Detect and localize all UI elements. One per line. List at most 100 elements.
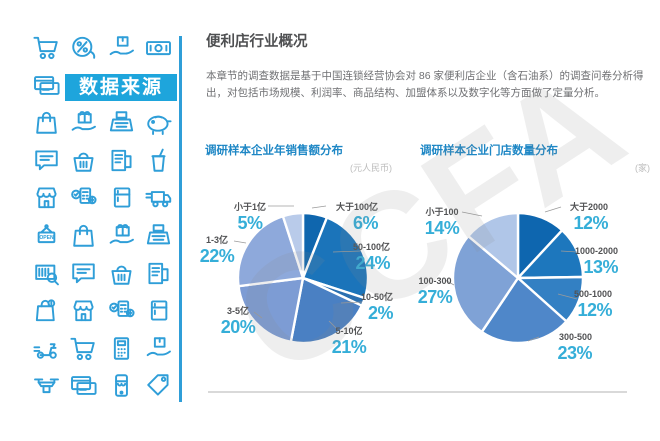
- leader-line: [544, 206, 562, 213]
- speech-bubble-icon: [69, 259, 98, 288]
- leader-line: [560, 250, 578, 253]
- slice-label: 1-3亿 22%: [198, 235, 236, 266]
- slice-percent: 12%: [573, 213, 608, 233]
- pos-terminal-icon: [107, 296, 136, 325]
- slice-percent: 14%: [424, 218, 460, 238]
- leader-line: [527, 336, 540, 342]
- cart-icon: [32, 33, 61, 62]
- pie-slice: [237, 276, 305, 344]
- chart2-unit: (家): [635, 163, 650, 173]
- chart2-header: 调研样本企业门店数量分布 (家): [420, 142, 650, 176]
- cash-register-icon: [144, 221, 173, 250]
- calculator-icon: [107, 334, 136, 363]
- footer-divider: [208, 391, 627, 393]
- open-sign-icon: OPEN: [32, 221, 61, 250]
- slice-name: 50-100亿: [352, 242, 390, 252]
- barcode-search-icon: [32, 259, 61, 288]
- slice-percent: 12%: [577, 300, 612, 320]
- pie-slice: [289, 276, 364, 345]
- icon-sidebar: OPEN: [30, 33, 180, 413]
- slice-name: 大于100亿: [335, 202, 378, 212]
- slice-name: 3-5亿: [226, 306, 249, 316]
- basket-icon: [69, 146, 98, 175]
- shopping-bag-icon: [69, 221, 98, 250]
- fridge-icon: [107, 183, 136, 212]
- fridge-icon: [144, 296, 173, 325]
- slice-percent: 23%: [557, 343, 592, 363]
- piggy-bank-icon: [144, 108, 173, 137]
- leader-line: [253, 311, 263, 319]
- leader-line: [461, 211, 483, 217]
- slice-percent: 20%: [220, 317, 256, 337]
- slice-percent: 21%: [331, 337, 367, 357]
- leader-line: [444, 279, 455, 286]
- slice-name: 1-3亿: [205, 235, 228, 245]
- slice-label: 大于2000 12%: [548, 202, 609, 233]
- slice-name: 小于100: [425, 207, 459, 217]
- gift-hand-icon: [69, 108, 98, 137]
- slice-percent: 6%: [352, 213, 379, 233]
- leader-line: [557, 293, 578, 300]
- pie-slice: [480, 276, 568, 345]
- slice-percent: 13%: [583, 257, 618, 277]
- speech-bubble-icon: [32, 146, 61, 175]
- price-tag-icon: [144, 371, 173, 400]
- slice-label: 500-1000 12%: [552, 289, 613, 320]
- pie-slice: [236, 214, 305, 288]
- bag-lock-icon: [32, 296, 61, 325]
- hand-box-icon: [144, 334, 173, 363]
- slice-name: 5-10亿: [335, 326, 363, 336]
- hand-box-icon: [107, 33, 136, 62]
- vertical-divider: [179, 36, 182, 402]
- pie-chart-store-count: 大于2000 12% 1000-2000 13% 500-1000 12% 300-500 2…: [415, 195, 660, 380]
- slice-label: 大于100亿 6%: [326, 202, 379, 233]
- leader-line: [332, 250, 362, 253]
- banknote-icon: [144, 33, 173, 62]
- slice-name: 大于2000: [569, 202, 608, 212]
- chart1-title: 调研样本企业年销售额分布: [205, 145, 343, 157]
- slice-name: 100-300: [418, 276, 452, 286]
- pie-slice: [467, 211, 520, 280]
- slice-label: 100-300 27%: [413, 276, 457, 307]
- cash-register-icon: [107, 108, 136, 137]
- receipt-printer-icon: [107, 146, 136, 175]
- slice-percent: 24%: [355, 253, 390, 273]
- svg-text:OPEN: OPEN: [39, 235, 54, 241]
- leader-line: [340, 301, 363, 304]
- receipt-printer-icon: [144, 259, 173, 288]
- delivery-truck-icon: [144, 183, 173, 212]
- slice-name: 10-50亿: [360, 292, 393, 302]
- slice-label: 小于1亿 5%: [231, 202, 269, 233]
- chart1-header: 调研样本企业年销售额分布 (元人民币): [205, 142, 392, 176]
- pos-terminal-icon: [69, 183, 98, 212]
- leader-line: [311, 205, 327, 209]
- storefront-icon: [69, 296, 98, 325]
- slice-name: 小于1亿: [233, 202, 266, 212]
- slice-percent: 27%: [417, 287, 453, 307]
- pie-svg: [444, 206, 585, 345]
- slice-percent: 2%: [367, 303, 394, 323]
- data-source-banner: 数据来源: [65, 74, 177, 101]
- leader-line: [328, 320, 337, 329]
- pie-svg: [233, 205, 370, 345]
- slice-name: 300-500: [558, 332, 592, 342]
- slice-name: 500-1000: [573, 289, 612, 299]
- gift-hand-icon: [107, 221, 136, 250]
- delivery-scooter-icon: [32, 334, 61, 363]
- slice-label: 300-500 23%: [532, 332, 592, 363]
- credit-cards-icon: [32, 71, 61, 100]
- pie-slice: [301, 216, 370, 300]
- cart-icon: [69, 334, 98, 363]
- mobile-store-icon: [107, 371, 136, 400]
- slice-label: 50-100亿 24%: [330, 242, 391, 273]
- chart2-title: 调研样本企业门店数量分布: [420, 145, 558, 157]
- drink-cup-icon: [144, 146, 173, 175]
- pie-slice: [451, 234, 520, 334]
- page-title: 便利店行业概况: [206, 34, 308, 50]
- slice-label: 5-10亿 21%: [330, 326, 368, 357]
- slice-label: 1000-2000 13%: [558, 246, 619, 277]
- slice-name: 1000-2000: [574, 246, 618, 256]
- slice-label: 10-50亿 2%: [338, 292, 394, 323]
- pie-chart-annual-sales: 大于100亿 6% 50-100亿 24% 10-50亿 2% 5-10亿 21% 3-5亿 20…: [200, 195, 415, 380]
